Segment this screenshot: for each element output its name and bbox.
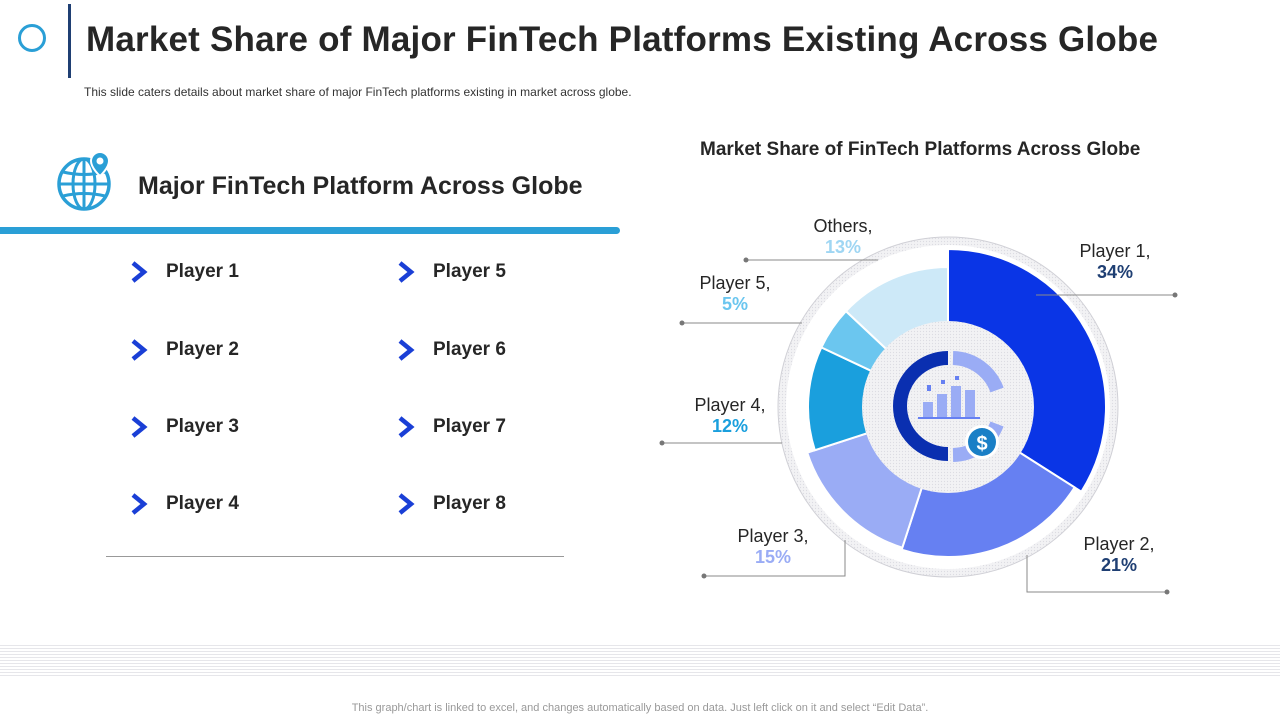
leader-line-player-2 bbox=[1026, 555, 1167, 593]
chevron-right-icon bbox=[131, 261, 148, 283]
chevron-right-icon bbox=[398, 416, 415, 438]
slice-name-label: Player 3, bbox=[737, 526, 808, 546]
chart-title: Market Share of FinTech Platforms Across… bbox=[700, 139, 1141, 160]
list-item: Player 6 bbox=[397, 337, 506, 363]
footer-stripes bbox=[0, 645, 1280, 677]
slice-value-label: 34% bbox=[1097, 262, 1133, 282]
list-item: Player 8 bbox=[397, 491, 506, 517]
slice-value-label: 12% bbox=[712, 416, 748, 436]
list-item: Player 4 bbox=[130, 491, 239, 517]
slice-value-label: 13% bbox=[825, 237, 861, 257]
leader-dot-player-5 bbox=[679, 320, 685, 326]
logo-circle-icon bbox=[18, 24, 46, 52]
slice-name-label: Player 2, bbox=[1083, 534, 1154, 554]
leader-dot-others bbox=[743, 257, 749, 263]
page-title: Market Share of Major FinTech Platforms … bbox=[86, 20, 1159, 59]
chevron-right-icon bbox=[131, 493, 148, 515]
player-label: Player 2 bbox=[166, 339, 239, 360]
donut-chart: Player 1,34% Player 2,21% Player 3,15% Play… bbox=[659, 216, 1178, 595]
player-label: Player 7 bbox=[433, 416, 506, 437]
player-list: Player 1 Player 2 Player 3 Player 4 Play… bbox=[0, 0, 640, 600]
player-label: Player 1 bbox=[166, 261, 239, 282]
list-item: Player 7 bbox=[397, 414, 506, 440]
chevron-right-icon bbox=[398, 493, 415, 515]
list-item: Player 1 bbox=[130, 259, 239, 285]
slice-name-label: Player 1, bbox=[1079, 241, 1150, 261]
bar-chart-dollar-icon: $ bbox=[893, 351, 1004, 462]
leader-dot-player-4 bbox=[659, 440, 665, 446]
footer-note: This graph/chart is linked to excel, and… bbox=[351, 702, 929, 714]
title-accent-bar bbox=[68, 4, 71, 78]
slice-value-label: 21% bbox=[1101, 555, 1137, 575]
slice-value-label: 15% bbox=[755, 547, 791, 567]
section-heading: Major FinTech Platform Across Globe bbox=[138, 172, 583, 200]
player-label: Player 3 bbox=[166, 416, 239, 437]
leader-line-player-3 bbox=[704, 540, 846, 577]
chevron-right-icon bbox=[131, 339, 148, 361]
list-item: Player 3 bbox=[130, 414, 239, 440]
section-underline bbox=[0, 227, 620, 234]
page-subtitle: This slide caters details about market s… bbox=[84, 85, 632, 99]
chevron-right-icon bbox=[398, 339, 415, 361]
list-item: Player 5 bbox=[397, 259, 506, 285]
list-item: Player 2 bbox=[130, 337, 239, 363]
player-label: Player 6 bbox=[433, 339, 506, 360]
slice-name-label: Others, bbox=[813, 216, 872, 236]
slice-name-label: Player 4, bbox=[694, 395, 765, 415]
chevron-right-icon bbox=[131, 416, 148, 438]
leader-dot-player-3 bbox=[701, 573, 707, 579]
globe-location-icon bbox=[57, 150, 111, 211]
slice-name-label: Player 5, bbox=[699, 273, 770, 293]
player-label: Player 4 bbox=[166, 493, 239, 514]
list-divider bbox=[106, 556, 564, 557]
leader-dot-player-2 bbox=[1164, 589, 1170, 595]
chevron-right-icon bbox=[398, 261, 415, 283]
leader-dot-player-1 bbox=[1172, 292, 1178, 298]
player-label: Player 8 bbox=[433, 493, 506, 514]
chart-inner-plate bbox=[862, 321, 1034, 493]
slice-value-label: 5% bbox=[722, 294, 748, 314]
svg-text:$: $ bbox=[976, 433, 987, 455]
player-label: Player 5 bbox=[433, 261, 506, 282]
